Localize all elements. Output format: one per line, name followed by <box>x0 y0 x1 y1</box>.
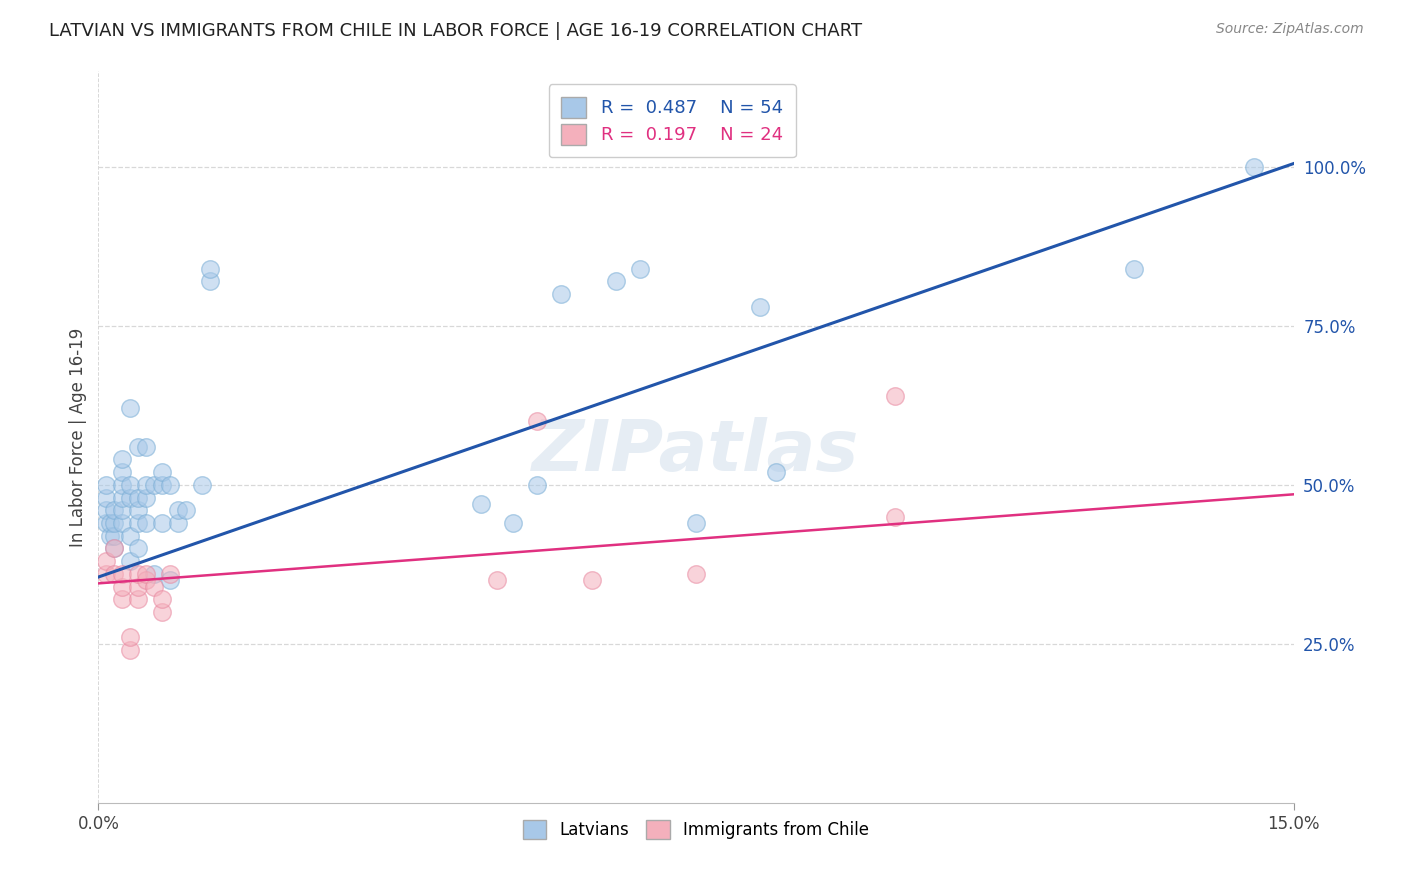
Point <box>103 541 125 556</box>
Point <box>628 261 651 276</box>
Point <box>103 529 125 543</box>
Point <box>127 580 149 594</box>
Point <box>884 509 907 524</box>
Point <box>765 465 787 479</box>
Point <box>550 287 572 301</box>
Point <box>150 516 173 530</box>
Point <box>98 529 122 543</box>
Point <box>96 516 118 530</box>
Point <box>103 566 125 581</box>
Point <box>120 554 142 568</box>
Text: LATVIAN VS IMMIGRANTS FROM CHILE IN LABOR FORCE | AGE 16-19 CORRELATION CHART: LATVIAN VS IMMIGRANTS FROM CHILE IN LABO… <box>49 22 862 40</box>
Point <box>143 477 166 491</box>
Point <box>150 465 173 479</box>
Point <box>143 566 166 581</box>
Point <box>127 503 149 517</box>
Point <box>581 573 603 587</box>
Point <box>198 261 221 276</box>
Point <box>127 541 149 556</box>
Point <box>111 592 134 607</box>
Point <box>135 573 157 587</box>
Point <box>1123 261 1146 276</box>
Point <box>103 516 125 530</box>
Point <box>150 477 173 491</box>
Point <box>111 452 134 467</box>
Point <box>135 516 157 530</box>
Point <box>685 516 707 530</box>
Point <box>135 440 157 454</box>
Point <box>96 554 118 568</box>
Point <box>135 491 157 505</box>
Point <box>96 477 118 491</box>
Point <box>120 401 142 416</box>
Point <box>96 503 118 517</box>
Point <box>120 631 142 645</box>
Y-axis label: In Labor Force | Age 16-19: In Labor Force | Age 16-19 <box>69 327 87 547</box>
Point <box>127 566 149 581</box>
Point <box>135 477 157 491</box>
Point <box>111 465 134 479</box>
Point <box>96 566 118 581</box>
Text: ZIPatlas: ZIPatlas <box>533 417 859 486</box>
Point <box>502 516 524 530</box>
Point <box>485 573 508 587</box>
Point <box>174 503 197 517</box>
Point <box>167 503 190 517</box>
Point <box>1243 160 1265 174</box>
Text: Source: ZipAtlas.com: Source: ZipAtlas.com <box>1216 22 1364 37</box>
Point <box>120 477 142 491</box>
Point <box>120 643 142 657</box>
Point <box>159 573 181 587</box>
Point <box>159 566 181 581</box>
Point <box>127 491 149 505</box>
Point <box>127 592 149 607</box>
Point <box>103 541 125 556</box>
Point <box>111 580 134 594</box>
Point <box>159 477 181 491</box>
Legend: Latvians, Immigrants from Chile: Latvians, Immigrants from Chile <box>513 810 879 849</box>
Point <box>120 491 142 505</box>
Point <box>96 491 118 505</box>
Point <box>135 566 157 581</box>
Point <box>150 605 173 619</box>
Point <box>143 580 166 594</box>
Point <box>150 592 173 607</box>
Point <box>120 529 142 543</box>
Point <box>111 491 134 505</box>
Point <box>748 300 770 314</box>
Point <box>198 274 221 288</box>
Point <box>98 516 122 530</box>
Point <box>526 414 548 428</box>
Point <box>103 503 125 517</box>
Point <box>111 503 134 517</box>
Point <box>470 497 492 511</box>
Point <box>111 516 134 530</box>
Point <box>127 440 149 454</box>
Point <box>127 516 149 530</box>
Point <box>191 477 214 491</box>
Point <box>111 566 134 581</box>
Point <box>685 566 707 581</box>
Point <box>167 516 190 530</box>
Point <box>605 274 627 288</box>
Point <box>526 477 548 491</box>
Point <box>111 477 134 491</box>
Point <box>884 389 907 403</box>
